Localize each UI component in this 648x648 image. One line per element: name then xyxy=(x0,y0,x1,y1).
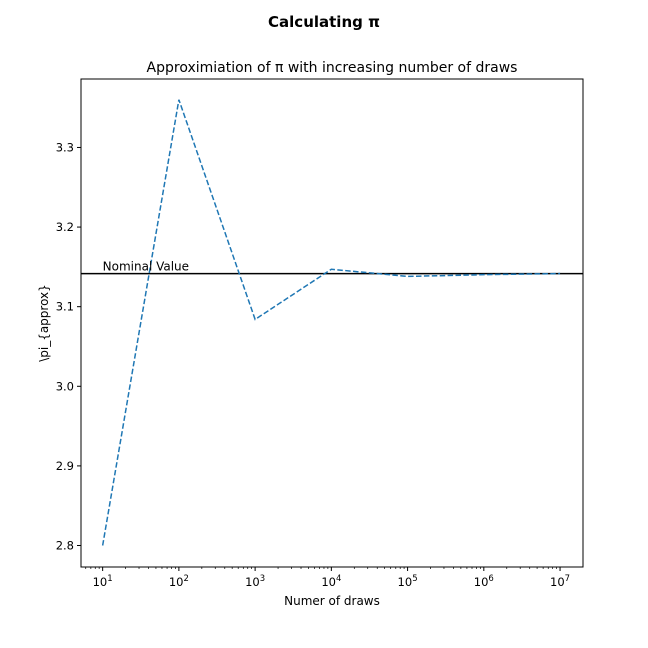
x-axis-label: Numer of draws xyxy=(284,594,380,608)
axes-frame xyxy=(80,78,584,568)
x-tick-label-2: 103 xyxy=(245,574,265,589)
y-axis-label: \pi_{approx} xyxy=(37,284,51,362)
y-tick-label-3: 3.1 xyxy=(56,300,74,314)
y-tick-label-1: 2.9 xyxy=(56,459,74,473)
figure-suptitle: Calculating π xyxy=(268,13,380,31)
nominal-value-annotation: Nominal Value xyxy=(103,260,189,274)
series-line-0 xyxy=(101,99,561,546)
x-tick-label-5: 106 xyxy=(474,574,494,589)
x-tick-label-3: 104 xyxy=(321,574,341,589)
y-tick-label-4: 3.2 xyxy=(56,220,74,234)
y-tick-label-2: 3.0 xyxy=(56,379,74,393)
x-tick-label-6: 107 xyxy=(550,574,570,589)
y-tick-label-5: 3.3 xyxy=(56,140,74,154)
x-tick-label-4: 105 xyxy=(398,574,418,589)
chart-title: Approximiation of π with increasing numb… xyxy=(147,60,518,76)
x-tick-label-1: 102 xyxy=(169,574,189,589)
plot-area: Nominal Value 101 102 103 104 105 106 107 2.8 2.9… xyxy=(56,78,584,589)
x-tick-label-0: 101 xyxy=(93,574,113,589)
y-tick-label-0: 2.8 xyxy=(56,539,74,553)
